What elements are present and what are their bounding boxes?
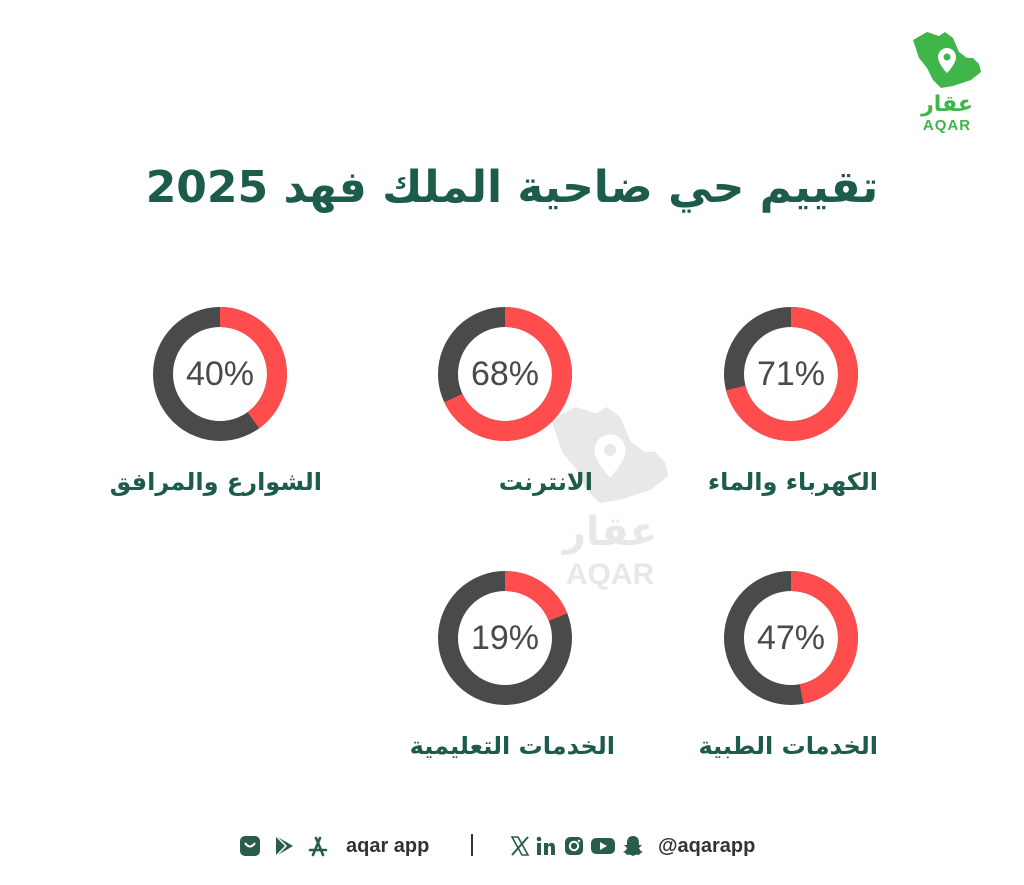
- snapchat-icon[interactable]: [621, 834, 645, 858]
- brand-name-ar: عقار: [921, 92, 973, 117]
- donut-value-arc: [438, 571, 572, 705]
- metric-electricity-water: 71% الكهرباء والماء: [690, 306, 990, 506]
- app-store-icon[interactable]: [306, 834, 330, 858]
- donut-value-arc: [724, 307, 858, 441]
- metric-label: الانترنت: [498, 468, 593, 496]
- instagram-icon[interactable]: [562, 834, 586, 858]
- metric-label: الخدمات الطبية: [698, 732, 878, 760]
- donut-value-arc: [438, 307, 572, 441]
- donut-percent-label: 40%: [185, 355, 255, 393]
- donut-chart: 19%: [437, 570, 573, 706]
- metric-label: الكهرباء والماء: [707, 468, 878, 496]
- watermark-name-ar: عقار: [562, 509, 658, 555]
- donut-chart: 40%: [152, 306, 288, 442]
- donut-chart: 47%: [723, 570, 859, 706]
- donut-percent-label: 47%: [756, 619, 826, 657]
- metric-medical-services: 47% الخدمات الطبية: [690, 570, 990, 770]
- metric-label: الشوارع والمرافق: [109, 468, 322, 496]
- donut-value-arc: [724, 571, 858, 705]
- social-handle-text: @aqarapp: [658, 835, 756, 857]
- watermark-name-en: AQAR: [565, 558, 655, 591]
- watermark: عقار AQAR: [540, 400, 680, 595]
- donut-percent-label: 19%: [470, 619, 540, 657]
- brand-logo: عقار AQAR: [905, 28, 989, 134]
- page-title: تقييم حي ضاحية الملك فهد 2025: [145, 162, 879, 213]
- metric-internet: 68% الانترنت: [405, 306, 705, 506]
- donut-chart: 71%: [723, 306, 859, 442]
- donut-percent-label: 68%: [470, 355, 540, 393]
- metric-streets-facilities: 40% الشوارع والمرافق: [100, 306, 400, 506]
- donut-value-arc: [153, 307, 287, 441]
- brand-name-en: AQAR: [922, 117, 972, 134]
- metric-label: الخدمات التعليمية: [409, 732, 615, 760]
- footer-divider: [471, 834, 473, 856]
- app-name-text: aqar app: [346, 835, 430, 857]
- linkedin-icon[interactable]: [534, 834, 558, 858]
- saudi-map-watermark-icon: [551, 406, 669, 504]
- footer: aqar app @aqarapp: [0, 828, 1024, 864]
- youtube-icon[interactable]: [590, 834, 615, 858]
- donut-chart: 68%: [437, 306, 573, 442]
- app-gallery-icon[interactable]: [238, 834, 262, 858]
- saudi-map-icon: [913, 32, 981, 88]
- metric-educational-services: 19% الخدمات التعليمية: [405, 570, 705, 770]
- donut-percent-label: 71%: [756, 355, 826, 393]
- google-play-icon[interactable]: [272, 834, 296, 858]
- x-icon[interactable]: [508, 834, 532, 858]
